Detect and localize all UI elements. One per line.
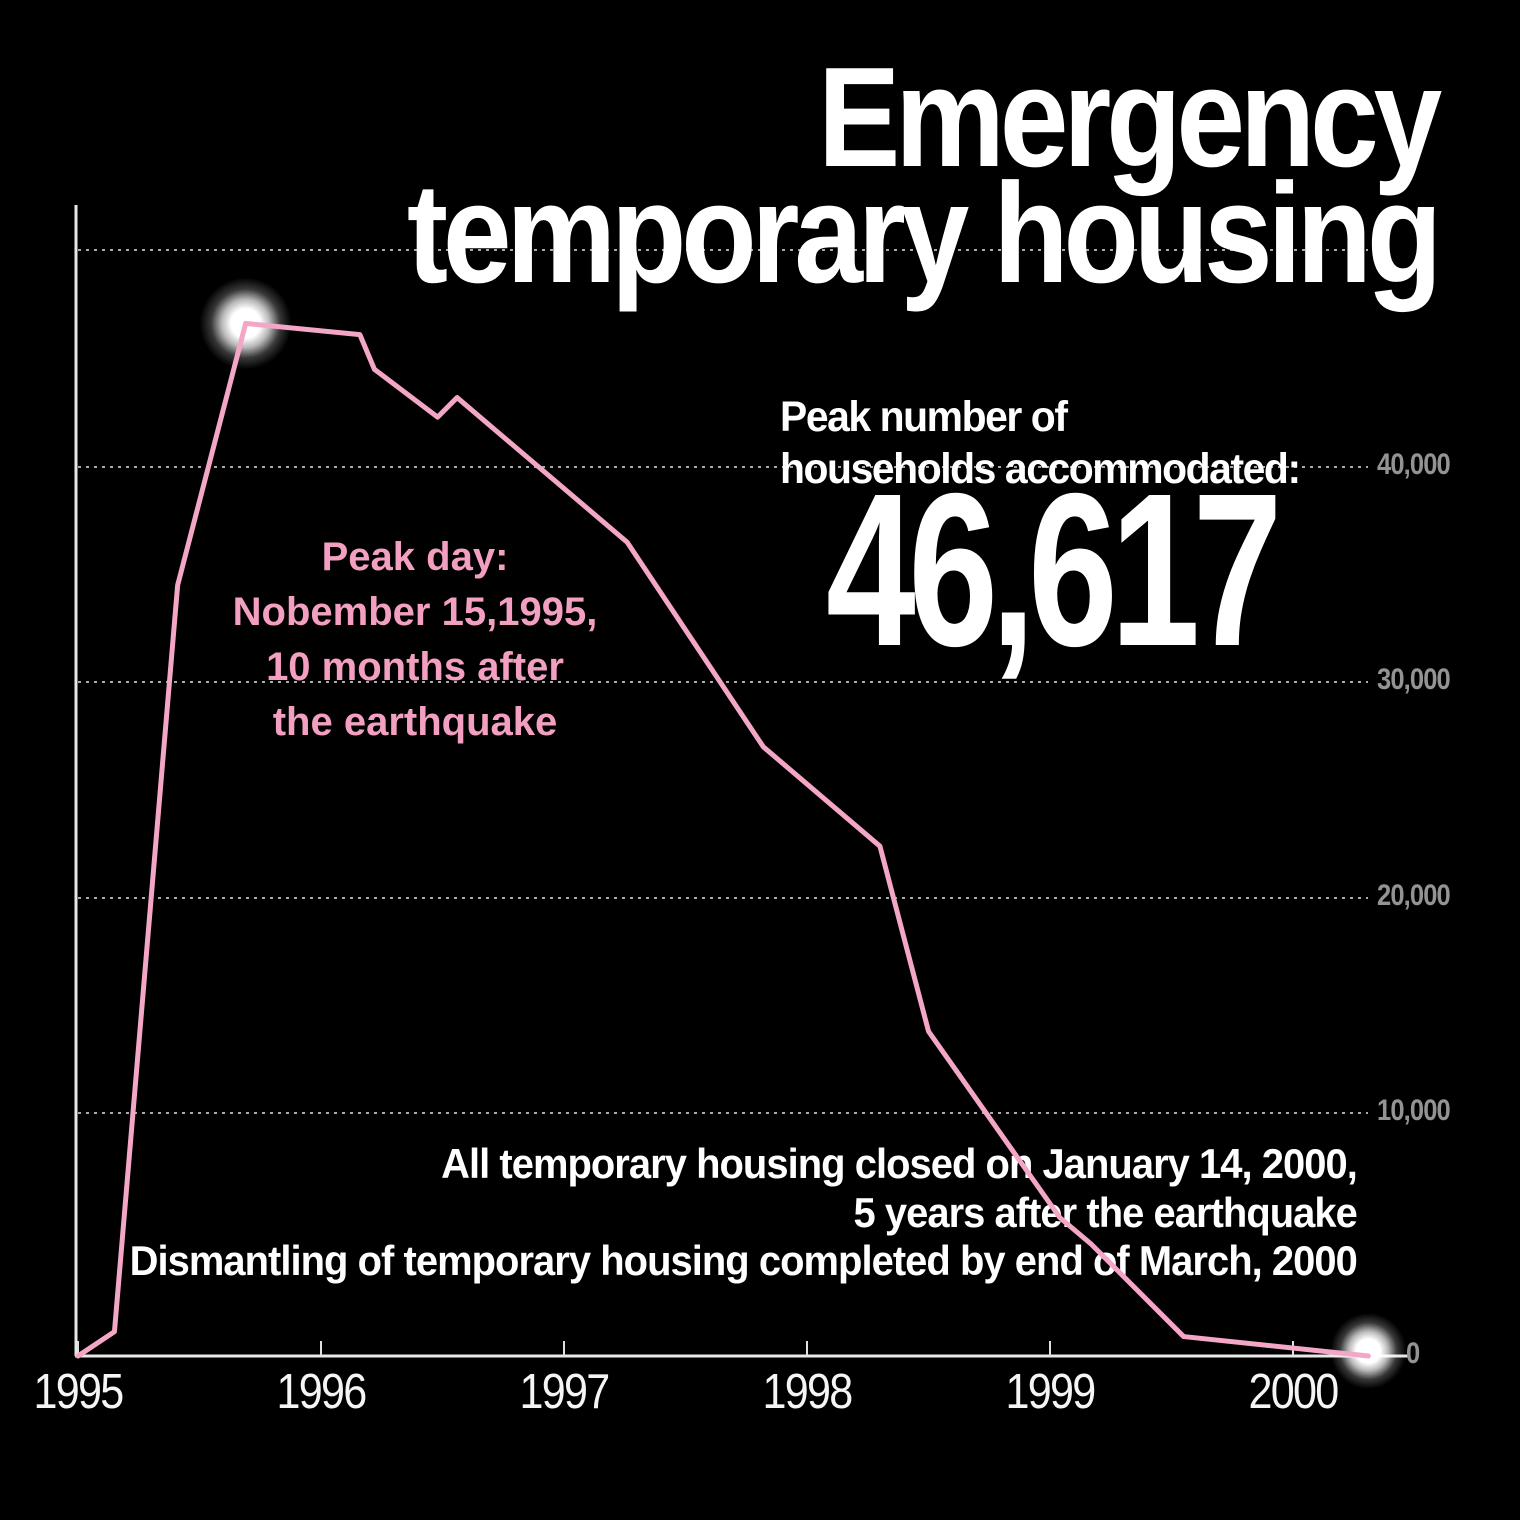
closure-note-line: All temporary housing closed on January …: [441, 1140, 1358, 1187]
y-axis-label-30000: 30,000: [1377, 663, 1451, 696]
peak-day-note-line: the earthquake: [272, 700, 558, 744]
page-title-line-2: temporary housing: [406, 153, 1442, 313]
page-title: Emergency temporary housing: [406, 38, 1442, 313]
peak-day-note-line: Nobember 15,1995,: [232, 590, 598, 634]
x-axis-label-1998: 1998: [762, 1365, 854, 1419]
closure-note: All temporary housing closed on January …: [129, 1140, 1358, 1286]
x-axis-label-1996: 1996: [276, 1365, 368, 1419]
y-axis-label-0: 0: [1406, 1337, 1420, 1370]
end-glow-marker: [1330, 1313, 1407, 1389]
x-axis-label-1997: 1997: [519, 1365, 611, 1419]
peak-day-note-line: Peak day:: [321, 535, 509, 579]
peak-day-note: Peak day: Nobember 15,1995, 10 months af…: [150, 530, 680, 750]
x-axis-label-1995: 1995: [33, 1365, 125, 1419]
x-axis-label-1999: 1999: [1005, 1365, 1097, 1419]
peak-heading-line-1: Peak number of: [780, 393, 1068, 441]
y-axis-label-40000: 40,000: [1377, 448, 1451, 481]
peak-glow-marker: [199, 277, 292, 370]
peak-value: 46,617: [826, 449, 1282, 692]
x-axis-label-2000: 2000: [1248, 1365, 1340, 1419]
closure-note-line: 5 years after the earthquake: [853, 1188, 1358, 1236]
peak-day-note-line: 10 months after: [266, 645, 564, 689]
y-axis-label-10000: 10,000: [1377, 1094, 1451, 1127]
closure-note-line: Dismantling of temporary housing complet…: [129, 1237, 1358, 1284]
page-title-line-1: Emergency: [817, 38, 1442, 197]
y-axis-label-20000: 20,000: [1377, 879, 1451, 912]
